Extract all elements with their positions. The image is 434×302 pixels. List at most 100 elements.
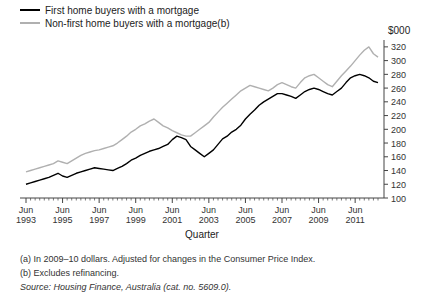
x-tick xyxy=(131,198,132,201)
y-tick xyxy=(384,170,388,171)
x-tick xyxy=(336,198,337,201)
x-tick xyxy=(30,198,31,201)
x-tick-label: Jun2003 xyxy=(199,205,219,225)
x-tick xyxy=(71,198,72,201)
x-tick xyxy=(149,198,150,201)
x-tick xyxy=(373,198,374,201)
footnote: Source: Housing Finance, Australia (cat.… xyxy=(20,282,231,292)
y-tick xyxy=(384,198,388,199)
y-tick-label: 300 xyxy=(391,56,406,66)
x-tick xyxy=(154,198,155,201)
x-tick xyxy=(227,198,228,201)
y-tick xyxy=(384,129,388,130)
x-tick xyxy=(286,198,287,201)
y-tick-label: 280 xyxy=(391,70,406,80)
x-tick xyxy=(213,198,214,201)
y-tick xyxy=(384,184,388,185)
x-tick-label: Jun1993 xyxy=(16,205,36,225)
x-tick xyxy=(263,198,264,201)
y-tick-label: 320 xyxy=(391,42,406,52)
legend-swatch xyxy=(20,22,40,24)
y-tick xyxy=(384,46,388,47)
x-tick xyxy=(282,198,283,203)
x-tick xyxy=(122,198,123,201)
x-tick xyxy=(295,198,296,201)
x-tick-label: Jun1999 xyxy=(126,205,146,225)
plot-area xyxy=(26,47,378,184)
x-axis-line xyxy=(20,198,384,199)
x-tick xyxy=(327,198,328,201)
x-tick xyxy=(176,198,177,201)
x-tick-label: Jun2011 xyxy=(345,205,364,225)
x-tick xyxy=(99,198,100,203)
y-tick-label: 200 xyxy=(391,125,406,135)
legend-label: First home buyers with a mortgage xyxy=(45,5,199,16)
x-tick xyxy=(291,198,292,201)
x-tick xyxy=(76,198,77,201)
x-tick xyxy=(368,198,369,201)
x-tick xyxy=(186,198,187,201)
x-tick xyxy=(163,198,164,201)
y-axis: 100120140160180200220240260280300320 xyxy=(384,42,406,203)
x-tick xyxy=(378,198,379,201)
x-tick xyxy=(359,198,360,201)
x-tick xyxy=(158,198,159,201)
x-tick xyxy=(80,198,81,201)
x-tick xyxy=(231,198,232,201)
x-tick xyxy=(268,198,269,201)
x-tick xyxy=(35,198,36,201)
x-tick xyxy=(94,198,95,201)
x-tick xyxy=(208,198,209,203)
x-tick xyxy=(277,198,278,201)
x-tick xyxy=(236,198,237,201)
x-tick xyxy=(117,198,118,201)
x-tick xyxy=(181,198,182,201)
y-tick xyxy=(384,74,388,75)
x-tick xyxy=(126,198,127,201)
x-tick xyxy=(250,198,251,201)
x-tick-label: Jun2009 xyxy=(309,205,329,225)
x-tick xyxy=(355,198,356,203)
x-tick xyxy=(309,198,310,201)
x-tick-label: Jun1995 xyxy=(53,205,73,225)
x-tick xyxy=(67,198,68,201)
footnote: (b) Excludes refinancing. xyxy=(20,268,119,278)
y-tick-label: 180 xyxy=(391,139,406,149)
x-tick xyxy=(172,198,173,203)
x-tick xyxy=(323,198,324,201)
x-tick xyxy=(39,198,40,201)
y-tick-label: 160 xyxy=(391,152,406,162)
y-tick-label: 120 xyxy=(391,180,406,190)
x-axis: Jun1993Jun1995Jun1997Jun1999Jun2001Jun20… xyxy=(16,198,378,225)
y-tick xyxy=(384,115,388,116)
y-tick-label: 220 xyxy=(391,111,406,121)
x-tick xyxy=(318,198,319,203)
x-tick xyxy=(341,198,342,201)
x-tick xyxy=(272,198,273,201)
line-series xyxy=(26,47,378,172)
x-tick xyxy=(245,198,246,203)
y-axis-line xyxy=(384,40,385,198)
x-tick xyxy=(108,198,109,201)
x-tick xyxy=(112,198,113,201)
x-tick xyxy=(300,198,301,201)
y-tick-label: 240 xyxy=(391,97,406,107)
x-tick xyxy=(140,198,141,201)
x-axis-label: Quarter xyxy=(185,229,220,240)
x-tick xyxy=(350,198,351,201)
y-tick-label: 260 xyxy=(391,84,406,94)
footnote: (a) In 2009–10 dollars. Adjusted for cha… xyxy=(20,254,315,264)
x-tick-label: Jun1997 xyxy=(89,205,109,225)
y-tick xyxy=(384,101,388,102)
x-tick xyxy=(103,198,104,201)
x-tick xyxy=(332,198,333,201)
y-tick-label: 140 xyxy=(391,166,406,176)
y-tick xyxy=(384,156,388,157)
y-axis-label: $000 xyxy=(388,25,411,36)
y-tick xyxy=(384,143,388,144)
x-tick xyxy=(204,198,205,201)
x-tick xyxy=(195,198,196,201)
x-tick xyxy=(346,198,347,201)
x-tick xyxy=(58,198,59,201)
x-tick xyxy=(53,198,54,201)
